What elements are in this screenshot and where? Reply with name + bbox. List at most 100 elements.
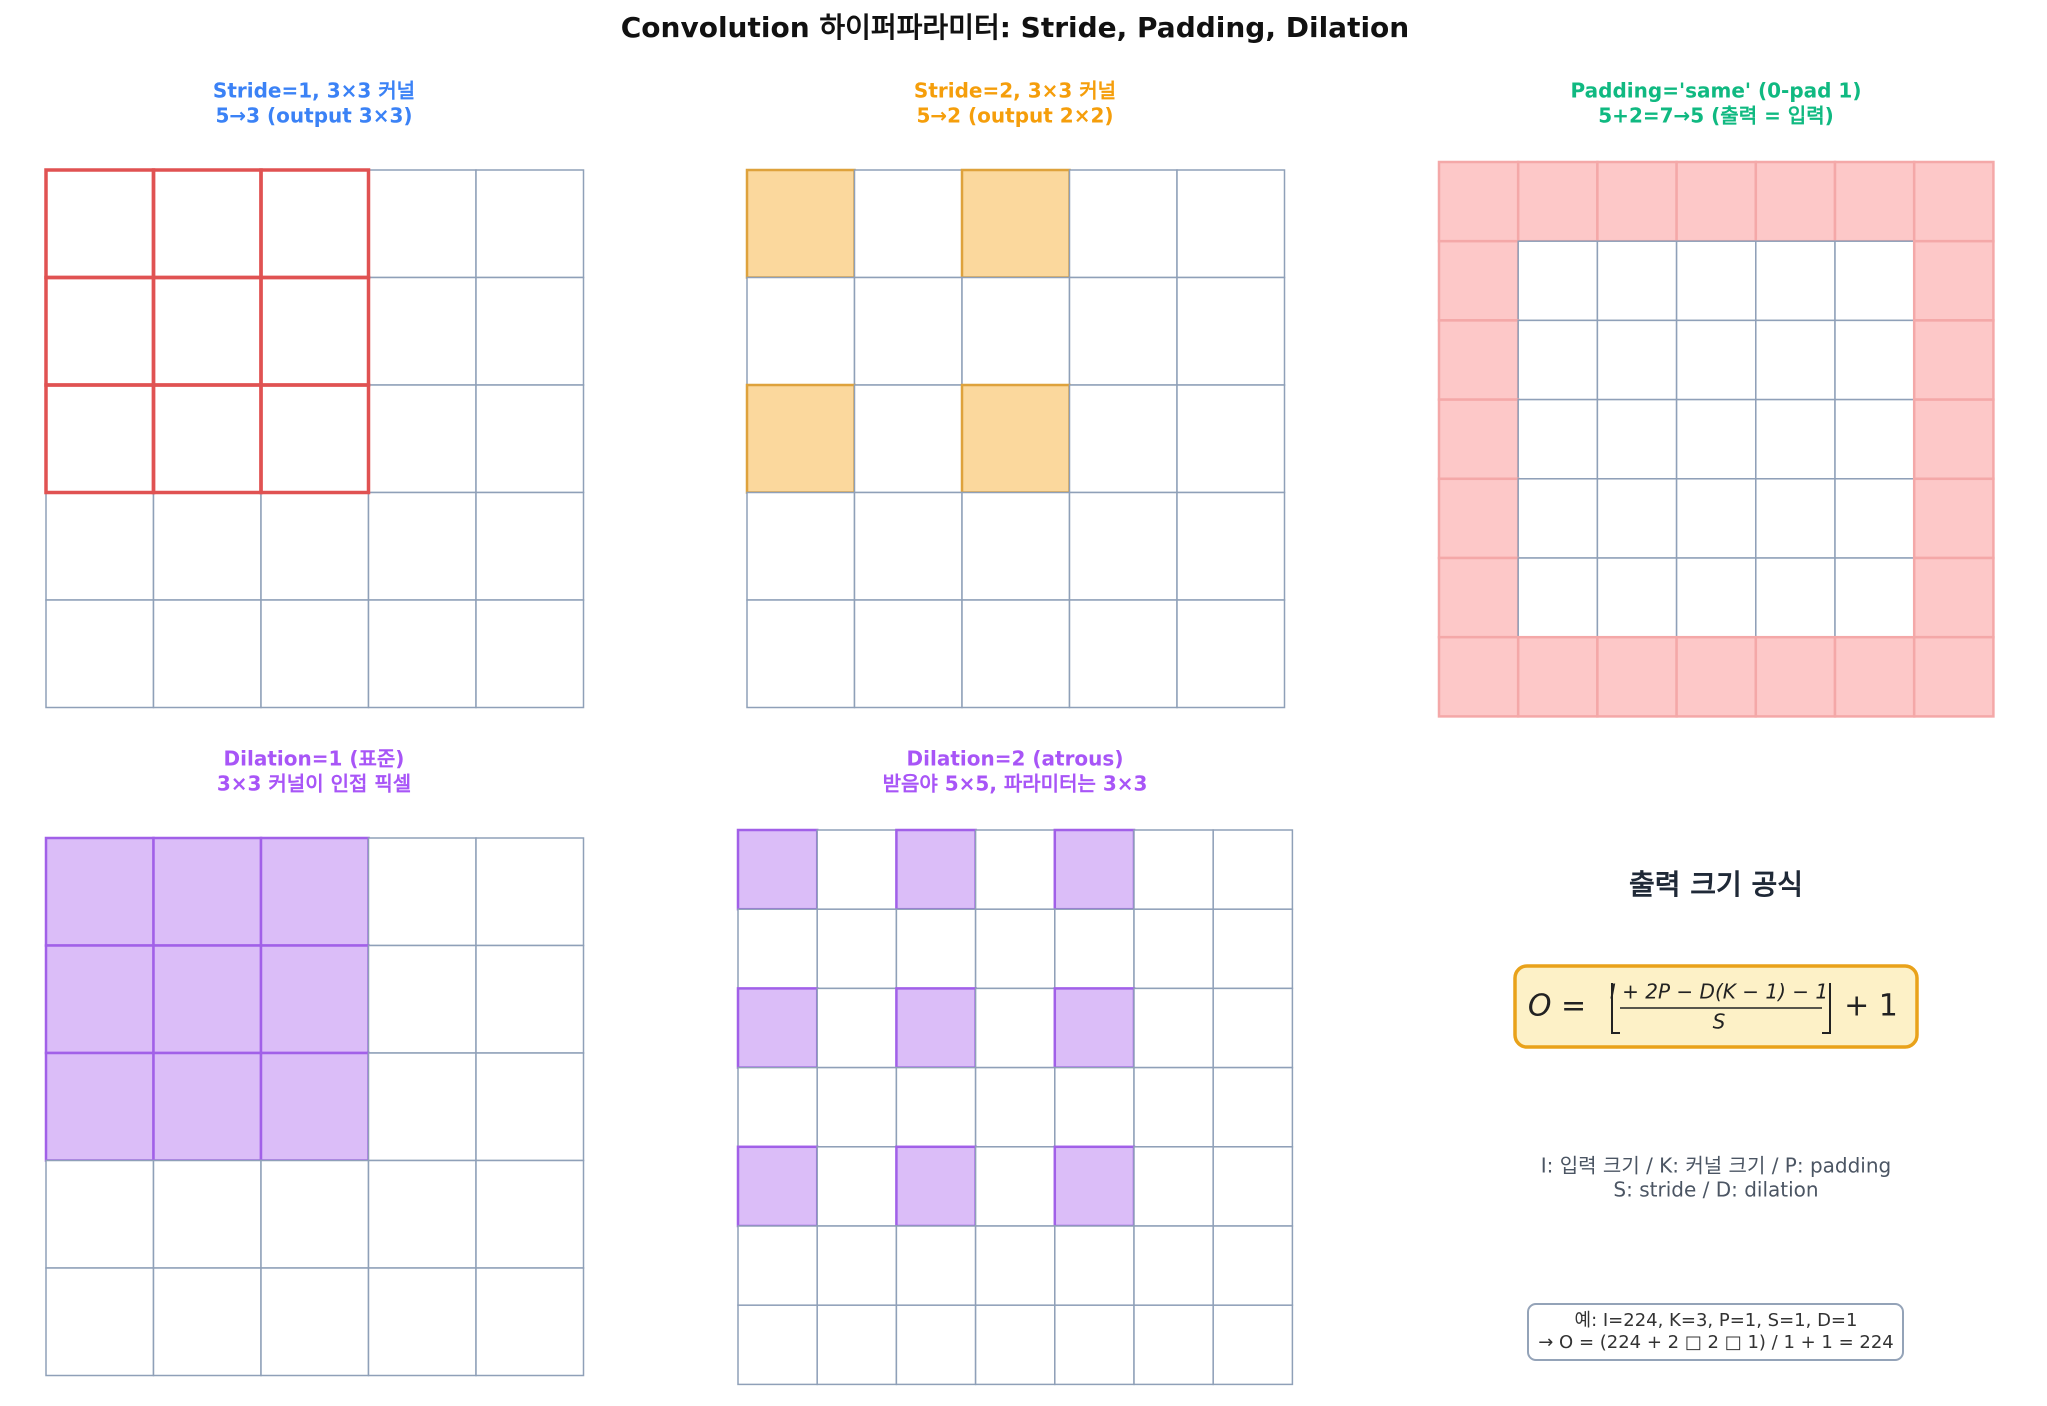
grid-cell (961, 599, 1071, 709)
grid-cell (475, 1052, 585, 1162)
grid-cell (1054, 1225, 1135, 1306)
grid-cell (1176, 384, 1286, 494)
grid-cell (895, 1145, 977, 1228)
panel-title: 5→3 (output 3×3) (215, 104, 412, 128)
grid-cell (1755, 240, 1836, 322)
grid-cell (1053, 828, 1136, 911)
grid-cell (1755, 557, 1836, 638)
grid-cell (1133, 1146, 1214, 1227)
example-box (1527, 1303, 1904, 1361)
grid-cell (1517, 557, 1599, 638)
grid-cell (1068, 384, 1178, 494)
grid-cell (1754, 635, 1837, 718)
grid-cell (974, 987, 1056, 1069)
panel-title: Stride=1, 3×3 커널 (213, 79, 415, 103)
grid-cell (259, 1051, 370, 1162)
grid-cell (1133, 1225, 1214, 1306)
panel-title: Padding='same' (0-pad 1) (1571, 79, 1862, 103)
grid-cell (816, 829, 898, 910)
grid-cell (737, 1225, 818, 1306)
grid-cell (1517, 478, 1599, 559)
grid-cell (1912, 556, 1995, 639)
grid-cell (1176, 169, 1286, 279)
page-title: Convolution 하이퍼파라미터: Stride, Padding, Di… (621, 11, 1409, 44)
panel-title: 3×3 커널이 인접 픽셀 (217, 772, 411, 796)
grid-cell (260, 491, 370, 601)
grid-cell (1596, 319, 1678, 401)
grid-cell (45, 169, 155, 279)
legend-line: S: stride / D: dilation (1613, 1178, 1818, 1202)
grid-cell (367, 491, 477, 601)
formula-box (1513, 964, 1919, 1049)
grid-cell (1437, 239, 1520, 322)
grid-cell (260, 169, 370, 279)
grid-cell (1596, 160, 1678, 243)
grid-cell (259, 836, 370, 947)
grid-cell (745, 168, 856, 279)
grid-cell (1176, 599, 1286, 709)
grid-cell (1437, 477, 1520, 560)
grid-cell (895, 908, 977, 990)
grid-cell (1517, 240, 1599, 322)
grid-cell (1437, 635, 1520, 718)
grid-cell (746, 491, 856, 601)
grid-cell (152, 169, 262, 279)
grid-cell (1833, 635, 1916, 718)
grid-cell (1833, 160, 1916, 243)
grid-cell (816, 1066, 898, 1148)
grid-cell (44, 1051, 155, 1162)
grid-cell (853, 384, 963, 494)
grid-cell (367, 1052, 477, 1162)
grid-cell (1437, 398, 1520, 481)
grid-cell (1912, 239, 1995, 322)
grid-cell (974, 1146, 1056, 1227)
grid-cell (1912, 477, 1995, 560)
grid-cell (1133, 908, 1214, 990)
grid-cell (1912, 398, 1995, 481)
grid-cell (1516, 635, 1599, 718)
grid-cell (1068, 169, 1178, 279)
grid-cell (1053, 1145, 1136, 1228)
grid-cell (895, 1225, 977, 1306)
panel-title: Dilation=1 (표준) (224, 747, 405, 771)
grid-cell (1068, 599, 1178, 709)
grid-cell (152, 276, 262, 386)
grid-cell (367, 276, 477, 386)
grid-cell (1212, 987, 1294, 1069)
grid-cell (475, 491, 585, 601)
grid-cell (737, 1304, 818, 1386)
grid-cell (974, 1066, 1056, 1148)
grid-cell (1212, 1146, 1294, 1227)
grid-cell (475, 384, 585, 494)
grid-cell (475, 1159, 585, 1269)
grid-cell (152, 1159, 262, 1269)
grid-cell (816, 987, 898, 1069)
grid-cell (45, 276, 155, 386)
grid-cell (152, 384, 262, 494)
grid-cell (1834, 398, 1915, 480)
grid-cell (1212, 908, 1294, 990)
grid-cell (44, 836, 155, 947)
grid-cell (736, 987, 819, 1069)
grid-cell (1755, 319, 1836, 401)
formula-lhs: O = (1528, 989, 1586, 1024)
panel-title: 받음야 5×5, 파라미터는 3×3 (883, 772, 1148, 796)
grid-cell (1054, 1304, 1135, 1386)
grid-cell (961, 491, 1071, 601)
grid-cell (1437, 160, 1520, 243)
grid-cell (1212, 829, 1294, 910)
grid-cell (475, 837, 585, 947)
grid-cell (152, 836, 263, 947)
grid-cell (152, 599, 262, 709)
grid-cell (816, 908, 898, 990)
formula-denominator: S (1713, 1010, 1726, 1034)
grid-cell (44, 944, 155, 1055)
grid-cell (1596, 478, 1678, 559)
grid-cell (1068, 276, 1178, 386)
grid-cell (974, 829, 1056, 910)
grid-cell (1212, 1225, 1294, 1306)
grid-cell (746, 276, 856, 386)
grid-cell (895, 1066, 977, 1148)
grid-cell (1596, 398, 1678, 480)
grid-cell (1675, 557, 1757, 638)
